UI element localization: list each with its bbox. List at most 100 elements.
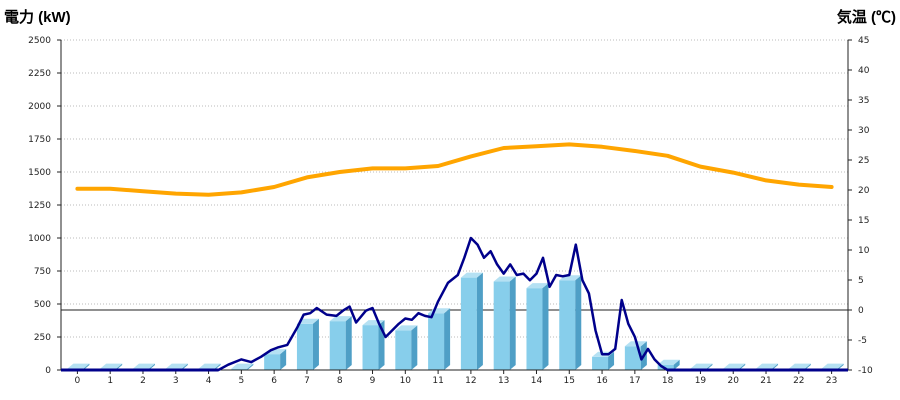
bar-side bbox=[214, 363, 221, 370]
left-axis-ticks: 0 250 500 750 1000 1250 1500 1750 2000 2250 2500 bbox=[28, 36, 61, 376]
bar-front bbox=[460, 277, 477, 370]
bar-side bbox=[148, 363, 155, 370]
bar-top bbox=[132, 363, 155, 369]
left-axis-title: 電力 (kW) bbox=[4, 8, 71, 26]
bar-top bbox=[690, 363, 713, 369]
bar-side bbox=[739, 363, 746, 370]
bar-front bbox=[296, 323, 313, 370]
bar-side bbox=[772, 363, 779, 370]
left-tick-label: 2000 bbox=[28, 102, 51, 112]
left-tick-label: 2250 bbox=[28, 69, 51, 79]
bar-series bbox=[67, 272, 844, 370]
bar-front bbox=[428, 313, 445, 370]
bar-side bbox=[706, 363, 713, 370]
temperature-line bbox=[75, 142, 834, 197]
right-axis-title: 気温 (℃) bbox=[837, 8, 896, 26]
left-tick-label: 1250 bbox=[28, 201, 51, 211]
bar-top bbox=[756, 363, 779, 369]
left-tick-label: 0 bbox=[45, 366, 51, 376]
bar-side bbox=[542, 283, 549, 370]
right-tick-label: 25 bbox=[858, 156, 869, 166]
bar bbox=[493, 276, 516, 370]
left-tick-label: 1500 bbox=[28, 168, 51, 178]
bar bbox=[526, 283, 549, 370]
grid-lines bbox=[61, 39, 848, 338]
x-tick-label: 7 bbox=[304, 376, 310, 386]
left-tick-label: 750 bbox=[34, 267, 51, 277]
x-tick-label: 6 bbox=[271, 376, 277, 386]
x-tick-label: 11 bbox=[432, 376, 443, 386]
x-tick-label: 20 bbox=[728, 376, 740, 386]
bar-top bbox=[100, 363, 123, 369]
x-tick-label: 18 bbox=[662, 376, 674, 386]
x-tick-label: 16 bbox=[596, 376, 608, 386]
x-tick-label: 1 bbox=[107, 376, 113, 386]
x-tick-label: 4 bbox=[206, 376, 212, 386]
bar bbox=[231, 363, 254, 370]
bar bbox=[329, 316, 352, 370]
right-tick-label: 45 bbox=[858, 36, 869, 46]
bar-side bbox=[608, 351, 615, 370]
x-tick-label: 8 bbox=[337, 376, 343, 386]
bar bbox=[428, 308, 451, 370]
x-tick-label: 22 bbox=[793, 376, 804, 386]
bar-side bbox=[411, 325, 418, 370]
bar-front bbox=[493, 281, 510, 370]
x-tick-label: 5 bbox=[238, 376, 244, 386]
bar-front bbox=[592, 356, 609, 370]
right-axis-ticks: -10 -5 0 5 10 15 20 25 30 35 40 45 bbox=[848, 36, 873, 376]
left-tick-label: 1000 bbox=[28, 234, 51, 244]
right-tick-label: 20 bbox=[858, 186, 870, 196]
bar-front bbox=[264, 354, 281, 370]
bar-top bbox=[165, 363, 188, 369]
bar-top bbox=[67, 363, 90, 369]
bar-top bbox=[723, 363, 746, 369]
x-tick-label: 17 bbox=[629, 376, 640, 386]
temperature-series bbox=[75, 142, 834, 197]
bar-side bbox=[673, 359, 680, 370]
x-tick-label: 10 bbox=[400, 376, 412, 386]
power-line-series bbox=[61, 236, 848, 372]
bar-side bbox=[345, 316, 352, 370]
right-tick-label: 10 bbox=[858, 246, 870, 256]
x-tick-label: 19 bbox=[695, 376, 707, 386]
bar bbox=[362, 320, 385, 370]
right-tick-label: 5 bbox=[858, 276, 864, 286]
bar-side bbox=[804, 363, 811, 370]
bar-side bbox=[312, 318, 319, 370]
bar-top bbox=[657, 359, 680, 365]
x-tick-label: 2 bbox=[140, 376, 146, 386]
bar bbox=[296, 318, 319, 370]
bar-top bbox=[395, 325, 418, 331]
left-tick-label: 2500 bbox=[28, 36, 51, 46]
bar-side bbox=[509, 276, 516, 370]
x-tick-label: 14 bbox=[531, 376, 543, 386]
bar bbox=[592, 351, 615, 370]
bar-top bbox=[788, 363, 811, 369]
x-tick-label: 12 bbox=[465, 376, 476, 386]
right-tick-label: 0 bbox=[858, 306, 864, 316]
right-tick-label: -5 bbox=[858, 336, 867, 346]
bar-top bbox=[526, 283, 549, 289]
bar-front bbox=[624, 346, 641, 370]
left-tick-label: 250 bbox=[34, 333, 51, 343]
right-tick-label: 35 bbox=[858, 96, 869, 106]
bar-side bbox=[83, 363, 90, 370]
bar-side bbox=[181, 363, 188, 370]
bar-side bbox=[116, 363, 123, 370]
bar-top bbox=[198, 363, 221, 369]
bar-front bbox=[362, 325, 379, 370]
bar-front bbox=[395, 330, 412, 370]
right-tick-label: -10 bbox=[858, 366, 873, 376]
bar bbox=[460, 272, 483, 370]
bar-side bbox=[476, 272, 483, 370]
bar-side bbox=[444, 308, 451, 370]
right-tick-label: 15 bbox=[858, 216, 869, 226]
bar-front bbox=[526, 288, 543, 370]
bar-front bbox=[559, 280, 576, 370]
bar bbox=[559, 275, 582, 370]
bar-top bbox=[493, 276, 516, 282]
power-line bbox=[217, 236, 669, 372]
bar-top bbox=[296, 318, 319, 324]
